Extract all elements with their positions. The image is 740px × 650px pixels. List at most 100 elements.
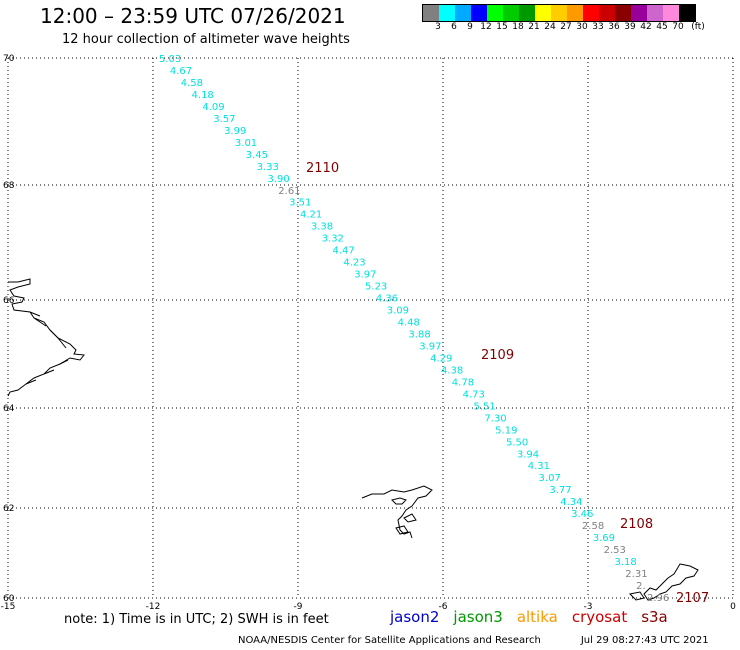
colorbar-label: 45: [656, 22, 668, 32]
wave-height-value: 4.38: [441, 365, 463, 376]
wave-height-value: 5.19: [495, 425, 517, 436]
wave-height-value: 3.77: [549, 485, 571, 496]
colorbar-swatch: [487, 5, 503, 21]
colorbar-swatch: [535, 5, 551, 21]
timestamp: Jul 29 08:27:43 UTC 2021: [580, 635, 709, 646]
legend-jason3: jason3: [453, 608, 503, 626]
colorbar-label: 27: [560, 22, 572, 32]
wave-height-value: 2.: [636, 581, 646, 592]
wave-height-value: 3.32: [322, 234, 344, 245]
shetland-islands: [628, 563, 699, 601]
wave-height-value: 3.99: [224, 126, 246, 137]
colorbar-label: 24: [544, 22, 556, 32]
wave-height-value: 3.88: [408, 329, 430, 340]
pass-number-label: 2108: [620, 517, 653, 532]
colorbar-swatch: [663, 5, 679, 21]
wave-height-value: 3.01: [235, 138, 257, 149]
colorbar-label: 70: [672, 22, 684, 32]
wave-height-value: 5.51: [473, 401, 495, 412]
wave-height-value: 3.38: [311, 222, 333, 233]
colorbar-swatch: [583, 5, 599, 21]
wave-height-value: 3.07: [539, 473, 561, 484]
colorbar-label: 33: [592, 22, 604, 32]
faroe-islands: [361, 485, 433, 539]
axis-labels: -15 -12 -9 -6 -3 0 70 68 66 64 62 60: [1, 54, 736, 612]
wave-height-value: 3.46: [571, 509, 593, 520]
colorbar-label: 12: [480, 22, 492, 32]
colorbar-label: 21: [528, 22, 540, 32]
wave-height-value: 4.31: [528, 461, 550, 472]
colorbar-label: 6: [451, 22, 457, 32]
colorbar-swatch: [615, 5, 631, 21]
wave-height-value: 7.30: [484, 413, 506, 424]
colorbar-swatch: [439, 5, 455, 21]
map-title: 12:00 – 23:59 UTC 07/26/2021: [40, 4, 346, 28]
x-tick-label: -9: [294, 602, 303, 612]
wave-height-value: 4.23: [343, 258, 365, 269]
wave-height-value: 4.34: [560, 497, 582, 508]
legend-jason2: jason2: [390, 608, 440, 626]
pass-labels: 2110 2109 2108 2107: [306, 161, 709, 606]
wave-height-value: 5.03: [159, 54, 181, 65]
pass-number-label: 2109: [481, 348, 514, 363]
iceland-fjords: [25, 311, 69, 385]
y-tick-label: 66: [3, 296, 15, 306]
colorbar-swatch: [551, 5, 567, 21]
wave-height-value: 4.47: [333, 246, 355, 257]
footnote: note: 1) Time is in UTC; 2) SWH is in fe…: [64, 612, 329, 627]
track-values: 5.034.674.584.184.093.573.993.013.453.33…: [159, 54, 669, 604]
wave-height-value: 2.61: [278, 186, 300, 197]
wave-height-value: 2.58: [582, 521, 604, 532]
wave-height-value: 2.96: [647, 593, 669, 604]
y-tick-label: 70: [3, 54, 15, 64]
pass-number-label: 2110: [306, 161, 339, 176]
satellite-legend: jason2 jason3 altika cryosat s3a: [390, 608, 682, 626]
x-tick-label: -12: [146, 602, 161, 612]
wave-height-value: 3.94: [517, 449, 539, 460]
colorbar-label: 15: [496, 22, 508, 32]
colorbar-label: 39: [624, 22, 636, 32]
wave-height-value: 3.45: [246, 150, 268, 161]
colorbar-label: 36: [608, 22, 620, 32]
wave-height-value: 3.90: [267, 174, 289, 185]
wave-height-value: 4.48: [398, 318, 420, 329]
colorbar-swatch: [519, 5, 535, 21]
colorbar-swatch: [455, 5, 471, 21]
y-tick-label: 60: [3, 594, 15, 604]
colorbar: [422, 4, 696, 22]
colorbar-swatch: [647, 5, 663, 21]
wave-height-value: 4.18: [192, 90, 214, 101]
wave-height-value: 4.21: [300, 210, 322, 221]
legend-cryosat: cryosat: [571, 608, 628, 626]
legend-altika: altika: [516, 608, 558, 626]
x-tick-label: -3: [584, 602, 593, 612]
x-tick-label: -15: [1, 602, 16, 612]
colorbar-swatch: [599, 5, 615, 21]
wave-height-value: 4.36: [376, 294, 398, 305]
wave-height-value: 3.97: [354, 270, 376, 281]
y-tick-label: 64: [3, 404, 15, 414]
colorbar-label: (ft): [691, 22, 705, 32]
x-tick-label: 0: [730, 602, 736, 612]
colorbar-label: 9: [467, 22, 473, 32]
wave-height-value: 4.78: [452, 377, 474, 388]
wave-height-value: 5.23: [365, 282, 387, 293]
y-tick-label: 68: [3, 181, 15, 191]
wave-height-value: 3.33: [257, 162, 279, 173]
colorbar-label: 30: [576, 22, 588, 32]
wave-height-value: 3.51: [289, 198, 311, 209]
credit-text: NOAA/NESDIS Center for Satellite Applica…: [238, 635, 541, 646]
colorbar-label: 3: [435, 22, 441, 32]
wave-height-value: 3.09: [387, 306, 409, 317]
wave-height-value: 3.69: [593, 533, 615, 544]
wave-height-value: 5.50: [506, 437, 528, 448]
colorbar-label: 18: [512, 22, 524, 32]
coastlines: [7, 278, 699, 601]
wave-height-value: 4.29: [430, 353, 452, 364]
colorbar-label: 42: [640, 22, 652, 32]
lat-lon-grid: [7, 57, 734, 599]
iceland-coastline: [7, 278, 85, 397]
wave-height-value: 4.67: [170, 66, 192, 77]
colorbar-swatch: [423, 5, 439, 21]
